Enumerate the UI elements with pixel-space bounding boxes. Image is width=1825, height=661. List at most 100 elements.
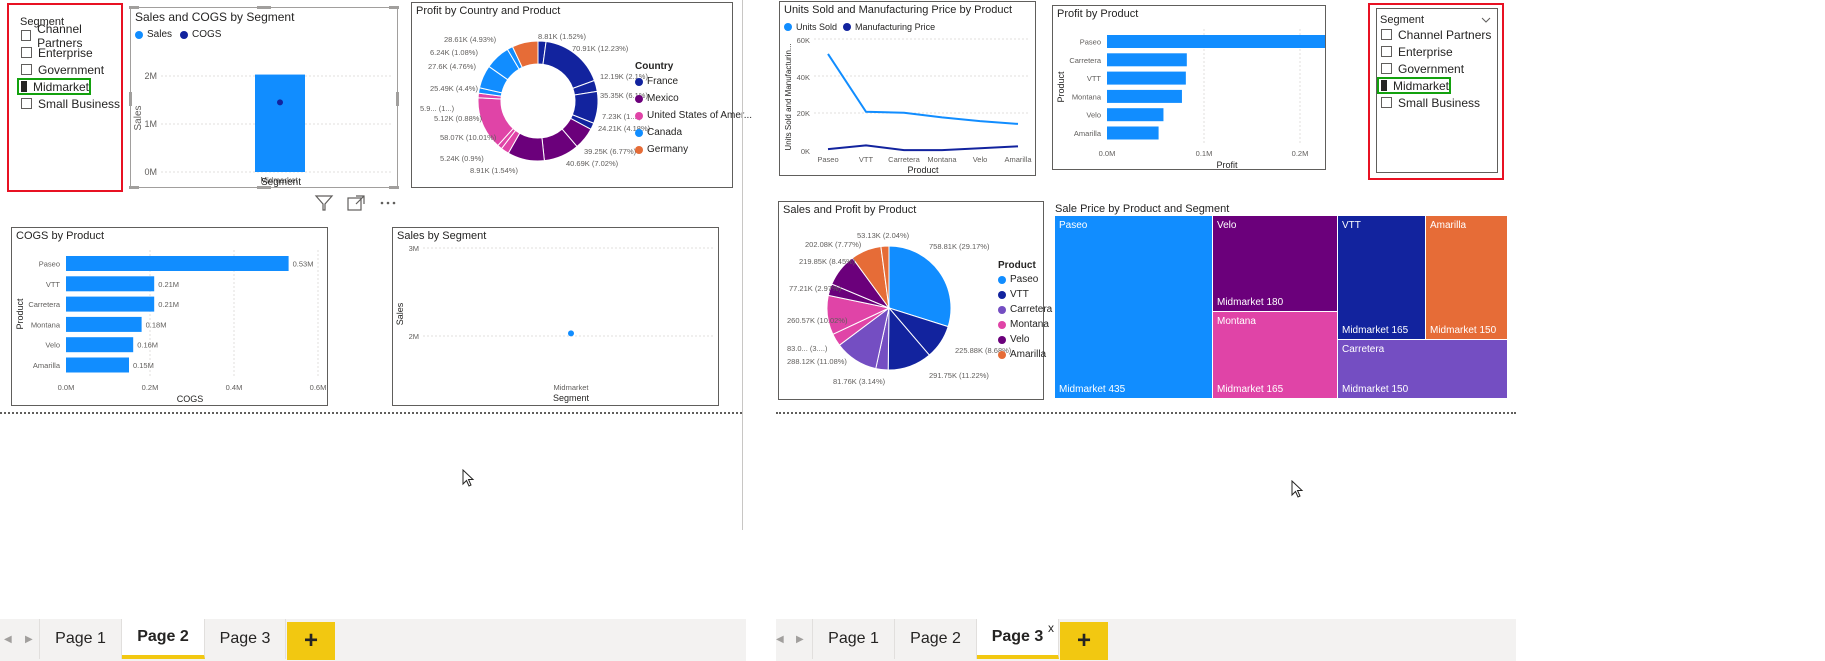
legend-amarilla[interactable]: Amarilla (998, 347, 1052, 362)
add-page-button[interactable]: + (1060, 622, 1108, 660)
close-tab-icon[interactable]: x (1048, 621, 1054, 635)
slicer-item-enterprise[interactable]: Enterprise (21, 44, 121, 61)
chevron-down-icon[interactable] (1481, 16, 1491, 24)
line-series-1[interactable] (827, 144, 1019, 152)
tab-scroll-right-icon[interactable]: ▶ (796, 634, 804, 645)
tab-page-3[interactable]: Page 3 (977, 619, 1059, 659)
legend-velo[interactable]: Velo (998, 332, 1052, 347)
tab-scroll-left-icon[interactable]: ◀ (4, 634, 12, 645)
resize-handle[interactable] (389, 186, 399, 189)
sales-bar[interactable] (255, 74, 305, 172)
sales-marker[interactable] (568, 330, 574, 337)
slicer-item-midmarket[interactable]: Midmarket (1377, 77, 1451, 94)
bar[interactable] (1107, 89, 1182, 103)
focus-mode-icon[interactable] (346, 194, 366, 212)
sales-profit-visual[interactable]: Sales and Profit by Product 758.81K (29.… (778, 201, 1052, 400)
segment-slicer-right[interactable]: Segment Channel Partners Enterprise Gove… (1368, 3, 1504, 180)
treemap-cell-paseo[interactable]: Paseo Midmarket 435 (1055, 216, 1212, 398)
legend-mexico[interactable]: Mexico (635, 90, 752, 107)
sales-segment-visual[interactable]: Sales by Segment Sales 3M 2M Midmarket S… (392, 227, 719, 406)
slicer-item-small-business[interactable]: Small Business (21, 95, 121, 112)
tab-page-2[interactable]: Page 2 (122, 619, 205, 659)
filter-icon[interactable] (314, 194, 334, 212)
resize-handle[interactable] (257, 6, 271, 9)
tab-scroll-left-icon[interactable]: ◀ (776, 634, 784, 645)
treemap-visual[interactable]: Sale Price by Product and Segment Paseo … (1055, 201, 1507, 399)
treemap-cell-vtt[interactable]: VTT Midmarket 165 (1338, 216, 1425, 339)
profit-country-visual[interactable]: Profit by Country and Product 8.81K (1.5… (411, 2, 752, 188)
legend-montana[interactable]: Montana (998, 317, 1052, 332)
tab-page-2[interactable]: Page 2 (895, 619, 977, 659)
pie-slice[interactable] (888, 245, 952, 328)
bar[interactable] (66, 296, 155, 312)
checkbox-checked[interactable] (1381, 80, 1387, 91)
resize-handle[interactable] (389, 6, 399, 9)
legend-vtt[interactable]: VTT (998, 287, 1052, 302)
slicer-item-channel-partners[interactable]: Channel Partners (21, 22, 121, 50)
x-axis-label: Profit (1216, 160, 1238, 169)
legend-units-sold[interactable]: Units Sold (784, 18, 837, 35)
checkbox[interactable] (1381, 29, 1392, 40)
tab-page-3[interactable]: Page 3 (205, 619, 286, 659)
resize-handle[interactable] (129, 186, 139, 189)
checkbox-checked[interactable] (21, 81, 27, 92)
treemap-cell-velo[interactable]: Velo Midmarket 180 (1213, 216, 1337, 311)
profit-product-visual[interactable]: Profit by Product Product Paseo Carretera… (1052, 5, 1326, 170)
checkbox[interactable] (1381, 97, 1392, 108)
pie-slice[interactable] (511, 40, 539, 69)
legend-sales[interactable]: Sales (135, 26, 172, 43)
resize-handle[interactable] (129, 6, 139, 9)
sales-scatter-chart: Sales 3M 2M Midmarket Segment (395, 244, 715, 403)
bar[interactable] (1107, 108, 1164, 122)
checkbox[interactable] (21, 64, 32, 75)
units-price-visual[interactable]: Units Sold and Manufacturing Price by Pr… (779, 1, 1036, 176)
bar[interactable] (66, 316, 142, 332)
slicer-item-midmarket[interactable]: Midmarket (17, 78, 91, 95)
tab-page-1[interactable]: Page 1 (812, 619, 895, 659)
treemap-cell-carretera[interactable]: Carretera Midmarket 150 (1338, 340, 1507, 398)
resize-handle[interactable] (396, 92, 399, 106)
pie-slice[interactable] (880, 245, 890, 309)
checkbox[interactable] (21, 47, 32, 58)
checkbox[interactable] (1381, 63, 1392, 74)
treemap-cell-montana[interactable]: Montana Midmarket 165 (1213, 312, 1337, 398)
resize-handle[interactable] (257, 186, 271, 189)
bar[interactable] (1107, 126, 1159, 140)
slicer-item-small-business[interactable]: Small Business (1381, 94, 1491, 111)
bar[interactable] (66, 337, 134, 353)
data-label: 25.49K (4.4%) (430, 84, 478, 93)
checkbox[interactable] (21, 98, 32, 109)
slicer-item-channel-partners[interactable]: Channel Partners (1381, 26, 1491, 43)
cogs-product-visual[interactable]: COGS by Product Product Paseo 0.53M VTT 0.2… (11, 227, 328, 406)
tab-scroll-right-icon[interactable]: ▶ (25, 634, 33, 645)
legend-germany[interactable]: Germany (635, 141, 752, 158)
legend-france[interactable]: France (635, 73, 752, 90)
sales-cogs-visual[interactable]: Sales and COGS by Segment Sales COGS Sal… (129, 6, 399, 189)
add-page-button[interactable]: + (287, 622, 335, 660)
legend-canada[interactable]: Canada (635, 124, 752, 141)
checkbox[interactable] (1381, 46, 1392, 57)
tab-page-1[interactable]: Page 1 (39, 619, 122, 659)
bar[interactable] (66, 256, 289, 271)
slicer-item-government[interactable]: Government (21, 61, 121, 78)
legend-paseo[interactable]: Paseo (998, 272, 1052, 287)
bar[interactable] (66, 357, 129, 373)
legend-dot (998, 335, 1006, 344)
bar[interactable] (1107, 53, 1187, 67)
bar[interactable] (1107, 35, 1325, 48)
legend-manufacturing-price[interactable]: Manufacturing Price (843, 18, 935, 35)
slicer-item-enterprise[interactable]: Enterprise (1381, 43, 1491, 60)
bar[interactable] (66, 276, 155, 292)
bar[interactable] (1107, 71, 1186, 85)
segment-slicer-left[interactable]: Segment Channel Partners Enterprise Gove… (7, 3, 123, 192)
checkbox[interactable] (21, 30, 32, 41)
legend-usa[interactable]: United States of Amer... (635, 107, 752, 124)
legend-cogs[interactable]: COGS (180, 26, 221, 43)
more-options-icon[interactable] (378, 194, 398, 212)
legend-carretera[interactable]: Carretera (998, 302, 1052, 317)
treemap-cell-amarilla[interactable]: Amarilla Midmarket 150 (1426, 216, 1507, 339)
cogs-marker[interactable] (277, 99, 283, 106)
line-series-0[interactable] (827, 53, 1019, 125)
resize-handle[interactable] (129, 92, 132, 106)
slicer-item-government[interactable]: Government (1381, 60, 1491, 77)
